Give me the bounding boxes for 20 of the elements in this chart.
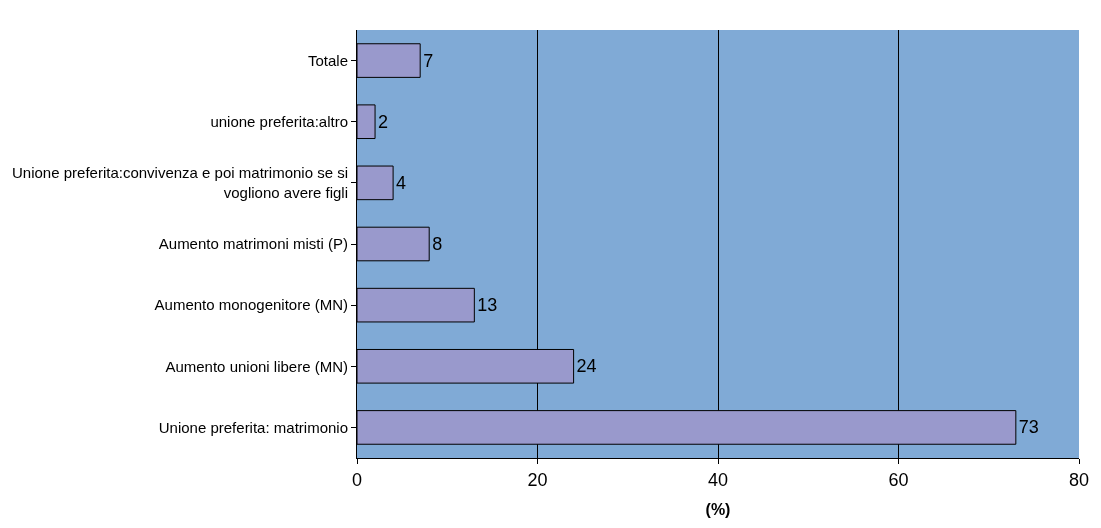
y-tick-label: unione preferita:altro xyxy=(210,112,348,130)
data-label: 24 xyxy=(576,356,597,377)
x-tick-label: 0 xyxy=(351,469,363,490)
y-tick-label: Aumento unioni libere (MN) xyxy=(165,357,348,375)
x-tick-label: 60 xyxy=(888,469,909,490)
y-tick-label: Unione preferita: matrimonio xyxy=(158,418,348,436)
x-axis-title: (%) xyxy=(705,501,731,519)
data-label: 4 xyxy=(396,172,407,193)
x-tick-label: 20 xyxy=(527,469,548,490)
data-label: 8 xyxy=(432,234,443,254)
data-label: 73 xyxy=(1018,417,1039,438)
x-tick-label: 80 xyxy=(1068,469,1090,490)
data-label: 7 xyxy=(423,50,434,71)
y-tick-label: Aumento monogenitore (MN) xyxy=(154,296,348,314)
y-tick-label: Totale xyxy=(307,51,348,69)
data-label: 13 xyxy=(477,295,498,316)
data-label: 2 xyxy=(378,111,389,132)
x-tick-label: 40 xyxy=(707,469,729,490)
y-tick-label: Aumento matrimoni misti (P) xyxy=(158,235,348,253)
y-tick-label: Unione preferita:convivenza e poi matrimonio se si vogliono avere figli xyxy=(12,164,348,201)
